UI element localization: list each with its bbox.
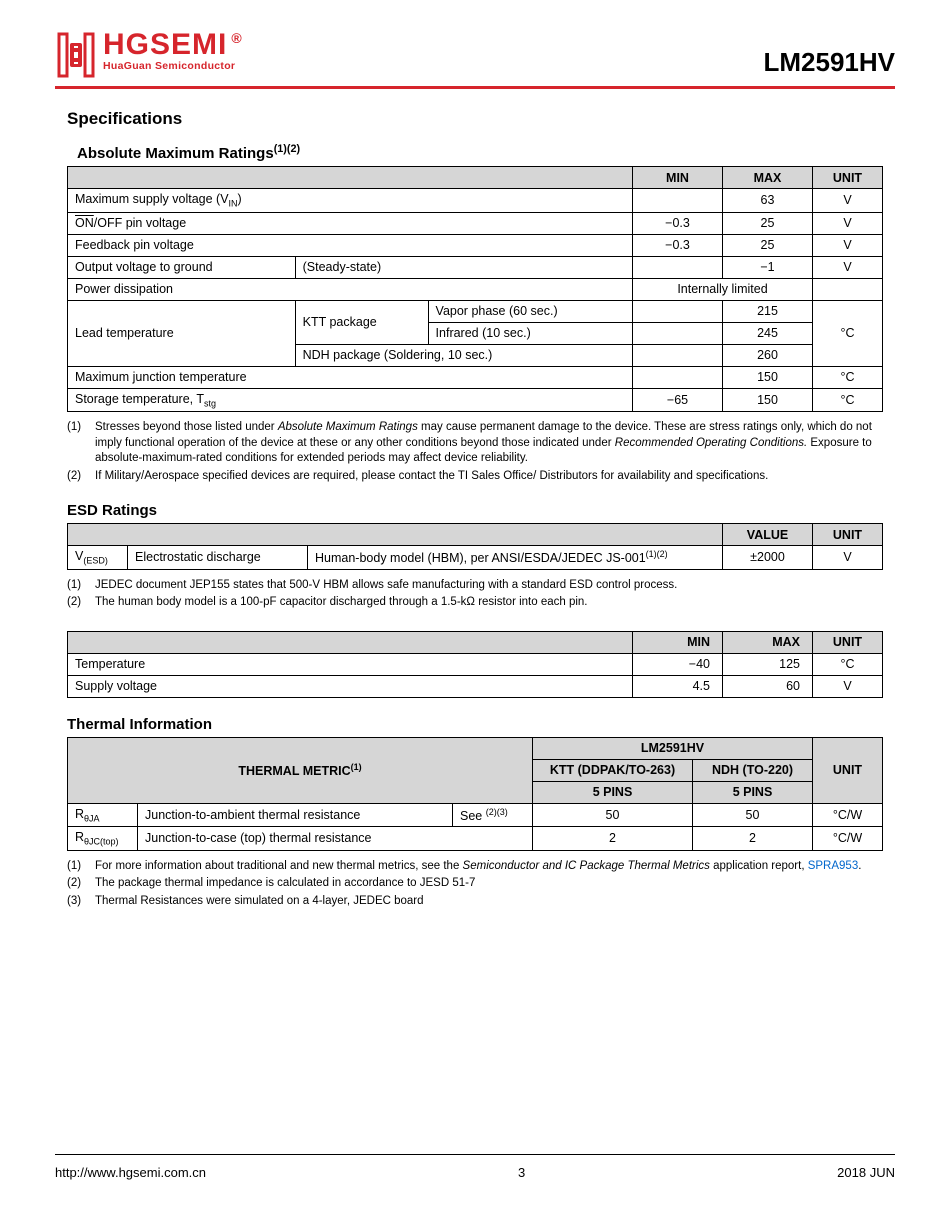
part-number: LM2591HV <box>764 47 896 80</box>
logo-text: HGSEMI® <box>103 30 243 60</box>
table-row: Temperature −40 125 °C <box>68 653 883 675</box>
col-min: MIN <box>633 167 723 189</box>
esd-table: VALUE UNIT V(ESD) Electrostatic discharg… <box>67 523 883 570</box>
device-header: LM2591HV <box>533 737 813 759</box>
logo-icon <box>55 30 97 80</box>
table-row: V(ESD) Electrostatic discharge Human-bod… <box>68 546 883 570</box>
page-footer: http://www.hgsemi.com.cn 3 2018 JUN <box>55 1154 895 1180</box>
table-row: Power dissipation Internally limited <box>68 278 883 300</box>
logo: HGSEMI® HuaGuan Semiconductor <box>55 30 243 80</box>
col-min: MIN <box>633 631 723 653</box>
table-row: Feedback pin voltage −0.3 25 V <box>68 234 883 256</box>
col-max: MAX <box>723 631 813 653</box>
esd-heading: ESD Ratings <box>67 502 883 519</box>
table-row: RθJA Junction-to-ambient thermal resista… <box>68 803 883 827</box>
logo-subtitle: HuaGuan Semiconductor <box>103 60 243 72</box>
table-row: Supply voltage 4.5 60 V <box>68 675 883 697</box>
table-row: RθJC(top) Junction-to-case (top) thermal… <box>68 827 883 851</box>
table-row: Maximum supply voltage (VIN) 63 V <box>68 189 883 213</box>
table-row: Output voltage to ground (Steady-state) … <box>68 256 883 278</box>
table-row: Storage temperature, Tstg −65 150 °C <box>68 388 883 412</box>
footer-date: 2018 JUN <box>837 1165 895 1180</box>
col-unit: UNIT <box>813 737 883 803</box>
col-unit: UNIT <box>813 167 883 189</box>
spra953-link[interactable]: SPRA953 <box>808 860 859 872</box>
footer-url[interactable]: http://www.hgsemi.com.cn <box>55 1165 206 1180</box>
thermal-heading: Thermal Information <box>67 716 883 733</box>
abs-max-notes: (1) Stresses beyond those listed under A… <box>67 420 883 484</box>
registered-icon: ® <box>231 30 242 46</box>
thermal-table: THERMAL METRIC(1) LM2591HV UNIT KTT (DDP… <box>67 737 883 851</box>
page-header: HGSEMI® HuaGuan Semiconductor LM2591HV <box>55 30 895 89</box>
col-value: VALUE <box>723 524 813 546</box>
col-unit: UNIT <box>813 524 883 546</box>
thermal-notes: (1) For more information about tradition… <box>67 859 883 910</box>
pins-header: 5 PINS <box>693 781 813 803</box>
ktt-header: KTT (DDPAK/TO-263) <box>533 759 693 781</box>
esd-notes: (1)JEDEC document JEP155 states that 500… <box>67 578 883 611</box>
table-row: Maximum junction temperature 150 °C <box>68 366 883 388</box>
table-row: Lead temperature KTT package Vapor phase… <box>68 300 883 322</box>
specifications-heading: Specifications <box>67 109 883 129</box>
footer-page: 3 <box>518 1165 525 1180</box>
operating-table: MIN MAX UNIT Temperature −40 125 °C Supp… <box>67 631 883 698</box>
abs-max-heading: Absolute Maximum Ratings(1)(2) <box>77 143 883 162</box>
col-max: MAX <box>723 167 813 189</box>
abs-max-table: MIN MAX UNIT Maximum supply voltage (VIN… <box>67 166 883 412</box>
pins-header: 5 PINS <box>533 781 693 803</box>
col-unit: UNIT <box>813 631 883 653</box>
table-row: ON/OFF pin voltage −0.3 25 V <box>68 212 883 234</box>
ndh-header: NDH (TO-220) <box>693 759 813 781</box>
